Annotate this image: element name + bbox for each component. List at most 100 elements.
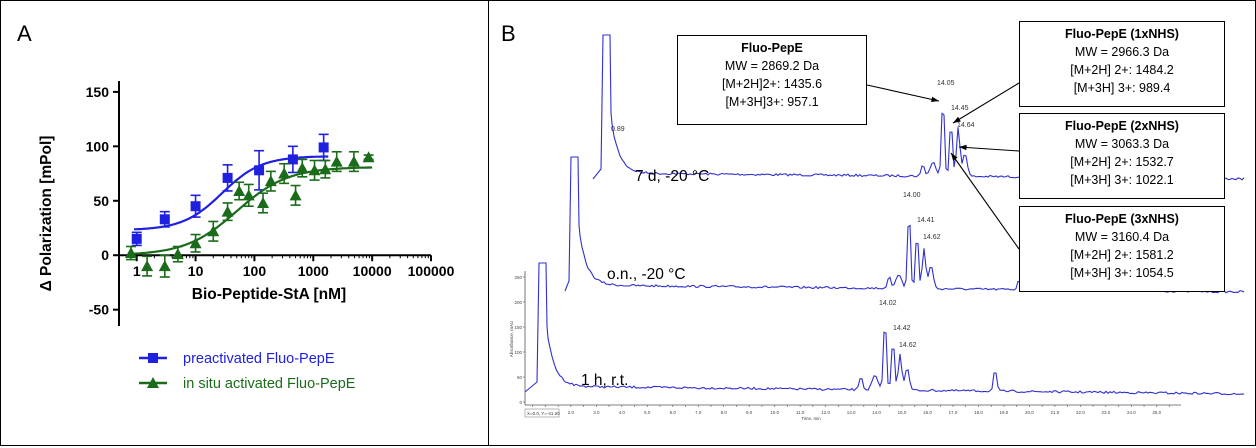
data-point xyxy=(287,154,298,165)
x-tick-label: 10000 xyxy=(353,263,392,279)
y-tick-label: 50 xyxy=(93,193,109,209)
binding-curve-chart: 150 100 50 0 -50 1 10 100 1000 10000 100000 Bio-Pep… xyxy=(38,81,455,392)
annotation-arrow xyxy=(958,144,1020,152)
info-box-3xnhs: Fluo-PepE (3xNHS) MW = 3160.4 Da [M+2H] … xyxy=(1019,206,1225,292)
legend-entry: preactivated Fluo-PepE xyxy=(139,351,335,367)
box-title: Fluo-PepE xyxy=(741,41,803,55)
panel-a: A 150 100 50 0 -50 1 10 100 1000 10000 100000 Bio-P… xyxy=(0,0,489,446)
annotation-arrow xyxy=(950,152,1020,250)
box-mw: MW = 3063.3 Da xyxy=(1074,137,1170,151)
data-point xyxy=(171,248,184,260)
y-axis-title: Δ Polarization [mPol] xyxy=(38,136,55,292)
time-tick-label: 19.0 xyxy=(1000,410,1009,415)
data-point xyxy=(233,184,246,196)
time-tick-label: 21.0 xyxy=(1051,410,1060,415)
data-point xyxy=(131,233,142,244)
trace-label: o.n., -20 °C xyxy=(607,266,686,283)
peak-label: 14.62 xyxy=(923,234,941,241)
abs-tick-label: 0 xyxy=(519,400,522,405)
info-box-fluo-pepe: Fluo-PepE MW = 2869.2 Da [M+2H]2+: 1435.… xyxy=(677,35,867,125)
data-point xyxy=(347,155,360,167)
chromatogram-trace xyxy=(524,262,1245,396)
box-2h: [M+2H]2+: 1435.6 xyxy=(721,77,823,91)
arrow-head xyxy=(953,116,961,123)
time-axis-title: Time, min xyxy=(801,416,821,421)
time-tick-label: 23.0 xyxy=(1101,410,1110,415)
trace-2: 1 h, r.t. 14.02 14.42 14.62 xyxy=(524,262,1245,396)
panel-b-label: B xyxy=(501,21,516,46)
arrow-line xyxy=(866,84,940,102)
y-tick-label: 150 xyxy=(86,84,110,100)
box-title: Fluo-PepE (3xNHS) xyxy=(1065,212,1179,226)
y-tick-label: -50 xyxy=(89,302,109,318)
data-point xyxy=(289,189,302,201)
legend-label: preactivated Fluo-PepE xyxy=(183,351,335,367)
data-point xyxy=(308,164,321,176)
peak-label: 14.05 xyxy=(937,80,955,87)
info-box-2xnhs: Fluo-PepE (2xNHS) MW = 3063.3 Da [M+2H] … xyxy=(1019,113,1225,199)
trace-label: 1 h, r.t. xyxy=(581,372,628,389)
box-title: Fluo-PepE (2xNHS) xyxy=(1065,119,1179,133)
data-point xyxy=(330,155,343,167)
annotation-arrow xyxy=(866,84,940,103)
time-tick-label: 5.0 xyxy=(644,410,651,415)
peak-label: 14.62 xyxy=(899,342,917,349)
data-point xyxy=(362,151,375,163)
box-3h: [M+3H] 3+: 1022.1 xyxy=(1070,173,1174,187)
peak-label: 0.89 xyxy=(611,126,625,133)
box-3h: [M+3H] 3+: 989.4 xyxy=(1073,81,1171,95)
data-point xyxy=(319,163,332,175)
time-tick-label: 9.0 xyxy=(746,410,753,415)
x-tick-label: 1000 xyxy=(298,263,329,279)
data-point xyxy=(222,172,233,183)
trace-0: 7 d, -20 °C 0.89 14.05 14.45 14.64 xyxy=(592,34,1245,185)
time-tick-label: 16.0 xyxy=(923,410,932,415)
abs-tick-label: 150 xyxy=(514,325,522,330)
abs-tick-label: 250 xyxy=(514,275,522,280)
data-point xyxy=(257,196,270,208)
data-point xyxy=(190,201,201,212)
abs-tick-label: 50 xyxy=(517,375,523,380)
data-point xyxy=(141,260,154,272)
time-tick-label: 7.0 xyxy=(695,410,702,415)
time-tick-label: 15.0 xyxy=(898,410,907,415)
time-tick-label: 13.0 xyxy=(847,410,856,415)
time-tick-label: 14.0 xyxy=(872,410,881,415)
data-point xyxy=(189,237,202,249)
cursor-readout: X=0.0, Y=-41.20 xyxy=(527,411,560,416)
time-tick-label: 10.0 xyxy=(770,410,779,415)
box-title: Fluo-PepE (1xNHS) xyxy=(1065,27,1179,41)
data-point xyxy=(221,205,234,217)
time-tick-label: 8.0 xyxy=(721,410,728,415)
cursor-readout-box xyxy=(524,408,560,418)
abs-tick-label: 100 xyxy=(514,350,522,355)
panel-b: B 7 d, -20 °C 0.89 14.05 14.45 14.64 o.n., -2… xyxy=(488,0,1256,446)
time-tick-label: 4.0 xyxy=(619,410,626,415)
peak-label: 14.02 xyxy=(879,300,897,307)
time-tick-label: 25.0 xyxy=(1152,410,1161,415)
peak-label: 14.64 xyxy=(957,122,975,129)
trace-label: 7 d, -20 °C xyxy=(635,168,709,185)
x-tick-label: 100 xyxy=(243,263,267,279)
info-box-1xnhs: Fluo-PepE (1xNHS) MW = 2966.3 Da [M+2H] … xyxy=(1019,21,1225,107)
x-axis-title: Bio-Peptide-StA [nM] xyxy=(192,286,346,303)
box-mw: MW = 3160.4 Da xyxy=(1074,230,1170,244)
arrow-line xyxy=(952,82,1020,124)
x-tick-label: 100000 xyxy=(408,263,455,279)
legend-marker xyxy=(148,353,158,363)
panel-a-label: A xyxy=(17,21,32,46)
legend-marker xyxy=(147,377,159,388)
y-tick-label: 0 xyxy=(101,247,109,263)
box-3h: [M+3H]3+: 957.1 xyxy=(725,95,819,109)
peak-label: 14.00 xyxy=(903,192,921,199)
arrow-head xyxy=(951,153,958,161)
data-point xyxy=(207,225,220,237)
box-mw: MW = 2966.3 Da xyxy=(1074,45,1170,59)
data-point xyxy=(254,165,265,176)
legend-entry: in situ activated Fluo-PepE xyxy=(139,376,356,392)
peak-label: 14.45 xyxy=(951,105,969,112)
x-tick-label: 10 xyxy=(188,263,204,279)
data-point xyxy=(159,214,170,225)
arrow-head xyxy=(931,96,939,103)
x-tick-label: 1 xyxy=(133,263,141,279)
